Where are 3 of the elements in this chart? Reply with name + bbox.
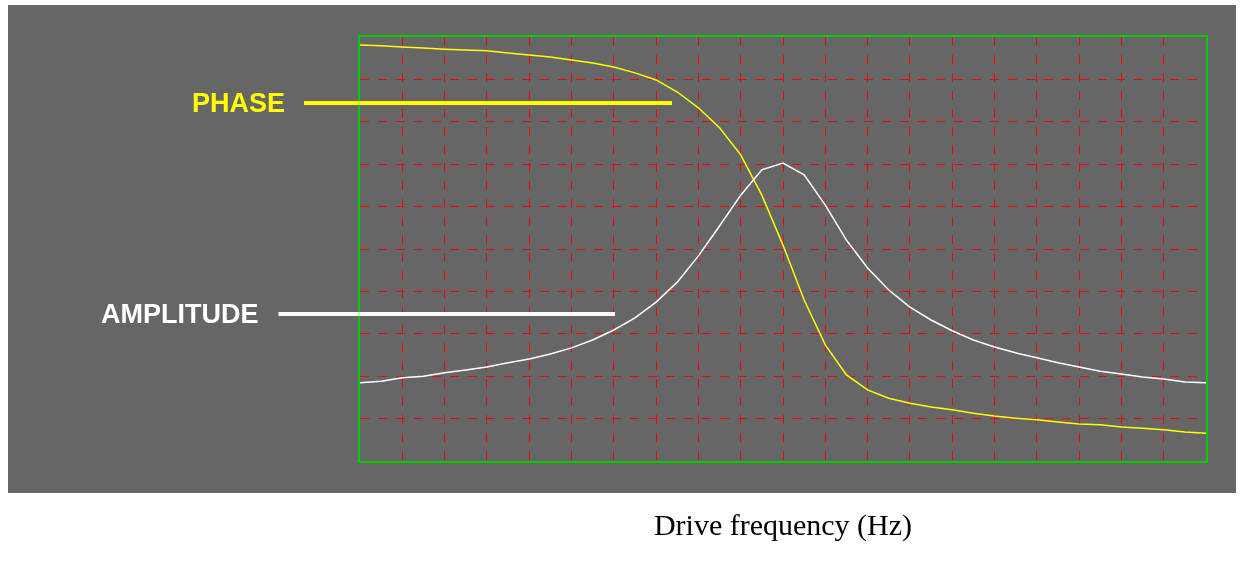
text: AMPLITUDE [101,299,259,329]
text: PHASE [192,88,286,118]
x-axis-title: Drive frequency (Hz) [653,508,913,543]
